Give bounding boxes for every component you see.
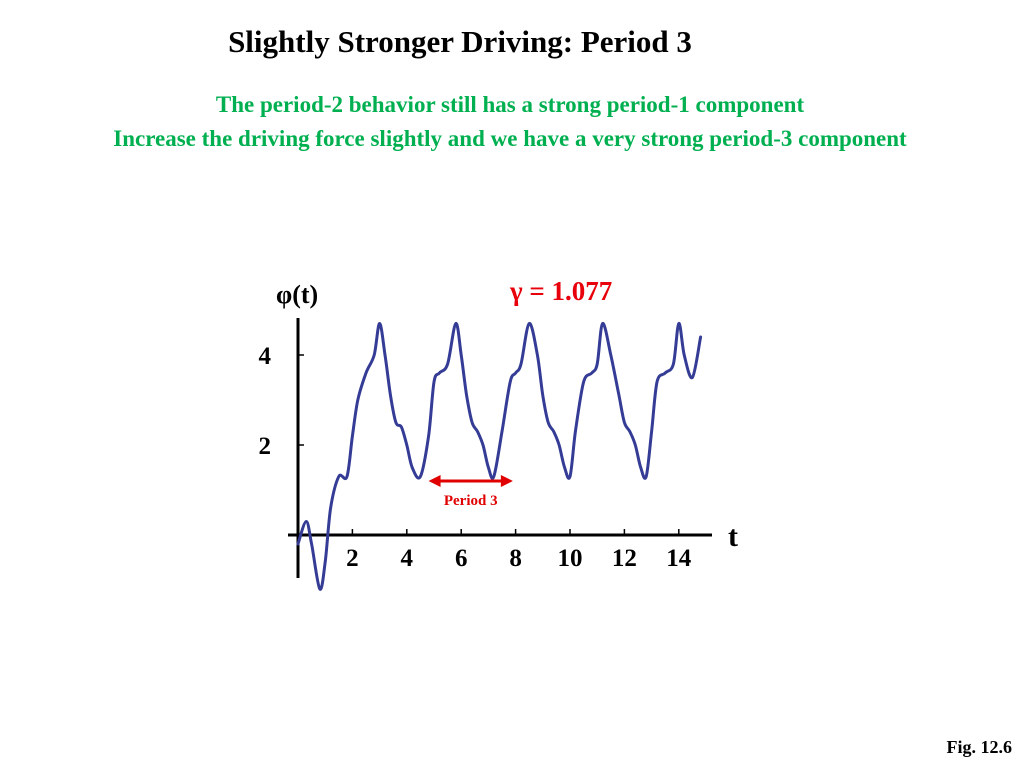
x-tick-label-2: 2: [346, 545, 359, 572]
y-tick-label-4: 4: [259, 343, 272, 370]
x-axis-label: t: [728, 520, 738, 553]
gamma-label: γ = 1.077: [509, 276, 612, 306]
axes: [288, 318, 712, 578]
subtitle-line-1: The period-2 behavior still has a strong…: [215, 92, 805, 117]
period-arrow-right-head: [500, 475, 513, 487]
tick-labels: 2 4 6 8 10 12 14 2 4: [259, 343, 692, 572]
phi-series-line: [296, 321, 703, 591]
period-annotation: Period 3: [428, 475, 513, 509]
x-tick-label-8: 8: [509, 545, 522, 572]
x-tick-label-4: 4: [401, 545, 414, 572]
slide-title: Slightly Stronger Driving: Period 3: [228, 24, 692, 59]
period-label: Period 3: [444, 493, 498, 509]
figure-label: Fig. 12.6: [946, 737, 1013, 757]
x-tick-label-14: 14: [666, 545, 692, 572]
x-tick-label-6: 6: [455, 545, 468, 572]
x-tick-label-12: 12: [612, 545, 637, 572]
y-axis-label: φ(t): [276, 280, 318, 309]
ticks: [298, 354, 680, 535]
subtitle-line-2: Increase the driving force slightly and …: [113, 126, 907, 151]
y-tick-label-2: 2: [259, 433, 272, 460]
x-tick-label-10: 10: [558, 545, 583, 572]
period-arrow-left-head: [428, 475, 441, 487]
